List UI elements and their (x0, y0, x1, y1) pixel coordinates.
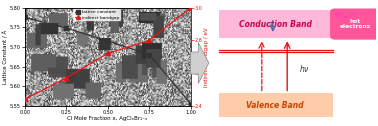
FancyArrow shape (190, 43, 209, 84)
FancyBboxPatch shape (330, 9, 378, 40)
FancyBboxPatch shape (219, 10, 333, 38)
Text: Conduction Band: Conduction Band (239, 20, 312, 29)
Text: hν: hν (300, 65, 309, 74)
Y-axis label: Indirect Bandgap / eV: Indirect Bandgap / eV (204, 27, 209, 87)
FancyBboxPatch shape (219, 93, 333, 117)
Text: Valence Band: Valence Band (246, 101, 304, 110)
Text: hot
electrons: hot electrons (339, 19, 370, 29)
X-axis label: Cl Mole Fraction x, AgClₓBr₁₋ₓ: Cl Mole Fraction x, AgClₓBr₁₋ₓ (68, 116, 148, 121)
Y-axis label: Lattice Constant / Å: Lattice Constant / Å (3, 30, 8, 84)
Legend: lattice constant, indirect bandgap: lattice constant, indirect bandgap (73, 9, 121, 21)
